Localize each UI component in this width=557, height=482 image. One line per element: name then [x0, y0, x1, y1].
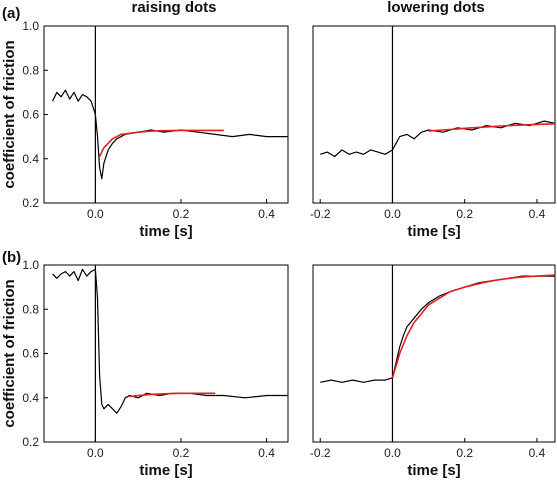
- y-tick-label: 0.6: [22, 347, 39, 361]
- x-axis-title: time [s]: [139, 223, 192, 240]
- x-tick-label: 0.2: [173, 446, 190, 460]
- panel-0-0: 0.0 0.2 0.4 0.2 0.4 0.6 0.8 1.0 time [s] coeffici…: [1, 19, 289, 240]
- plot-frame: [43, 264, 289, 443]
- fit-series-line: [129, 392, 216, 398]
- x-tick-label: 0.0: [87, 207, 104, 221]
- fit-series-line: [391, 274, 556, 379]
- y-tick-label: 1.0: [22, 258, 39, 272]
- fit-series-line: [98, 129, 224, 157]
- x-tick-label: 0.4: [258, 446, 275, 460]
- x-tick-label: 0.4: [529, 207, 546, 221]
- x-tick-label: 0.2: [173, 207, 190, 221]
- y-tick-label: 0.6: [22, 108, 39, 122]
- x-axis-title: time [s]: [407, 462, 460, 479]
- panel-1-0: 0.0 0.2 0.4 0.2 0.4 0.6 0.8 1.0 time [s] coeffici…: [1, 258, 289, 479]
- row-letter-b: (b): [2, 249, 21, 266]
- y-tick-label: 0.8: [22, 302, 39, 316]
- measured-series-line: [52, 268, 288, 414]
- plot-frame: [312, 25, 556, 204]
- x-tick-label: 0.4: [529, 446, 546, 460]
- panel-1-1: -0.2 0.0 0.2 0.4 time [s]: [310, 264, 556, 479]
- x-axis-title: time [s]: [407, 223, 460, 240]
- plot-frame: [43, 25, 289, 204]
- row-letter-a: (a): [2, 5, 20, 22]
- y-axis-title: coefficient of friction: [1, 279, 18, 427]
- y-tick-label: 0.4: [22, 152, 39, 166]
- x-tick-label: -0.2: [310, 207, 331, 221]
- panel-0-1: -0.2 0.0 0.2 0.4 time [s]: [310, 25, 556, 240]
- x-axis-title: time [s]: [139, 462, 192, 479]
- fit-series-line: [428, 123, 556, 132]
- x-tick-label: 0.4: [258, 207, 275, 221]
- column-title-raising: raising dots: [131, 0, 216, 16]
- y-axis-title: coefficient of friction: [1, 40, 18, 188]
- plot-frame: [312, 264, 556, 443]
- x-tick-label: 0.0: [384, 207, 401, 221]
- y-tick-label: 0.4: [22, 391, 39, 405]
- y-tick-label: 1.0: [22, 19, 39, 33]
- y-tick-label: 0.2: [22, 435, 39, 449]
- measured-series-line: [52, 89, 288, 180]
- y-tick-label: 0.2: [22, 196, 39, 210]
- x-tick-label: 0.0: [384, 446, 401, 460]
- x-tick-label: 0.0: [87, 446, 104, 460]
- x-tick-label: -0.2: [310, 446, 331, 460]
- x-tick-label: 0.2: [456, 446, 473, 460]
- column-title-lowering: lowering dots: [387, 0, 485, 16]
- measured-series-line: [320, 120, 556, 158]
- x-tick-label: 0.2: [456, 207, 473, 221]
- y-tick-label: 0.8: [22, 63, 39, 77]
- measured-series-line: [320, 275, 555, 383]
